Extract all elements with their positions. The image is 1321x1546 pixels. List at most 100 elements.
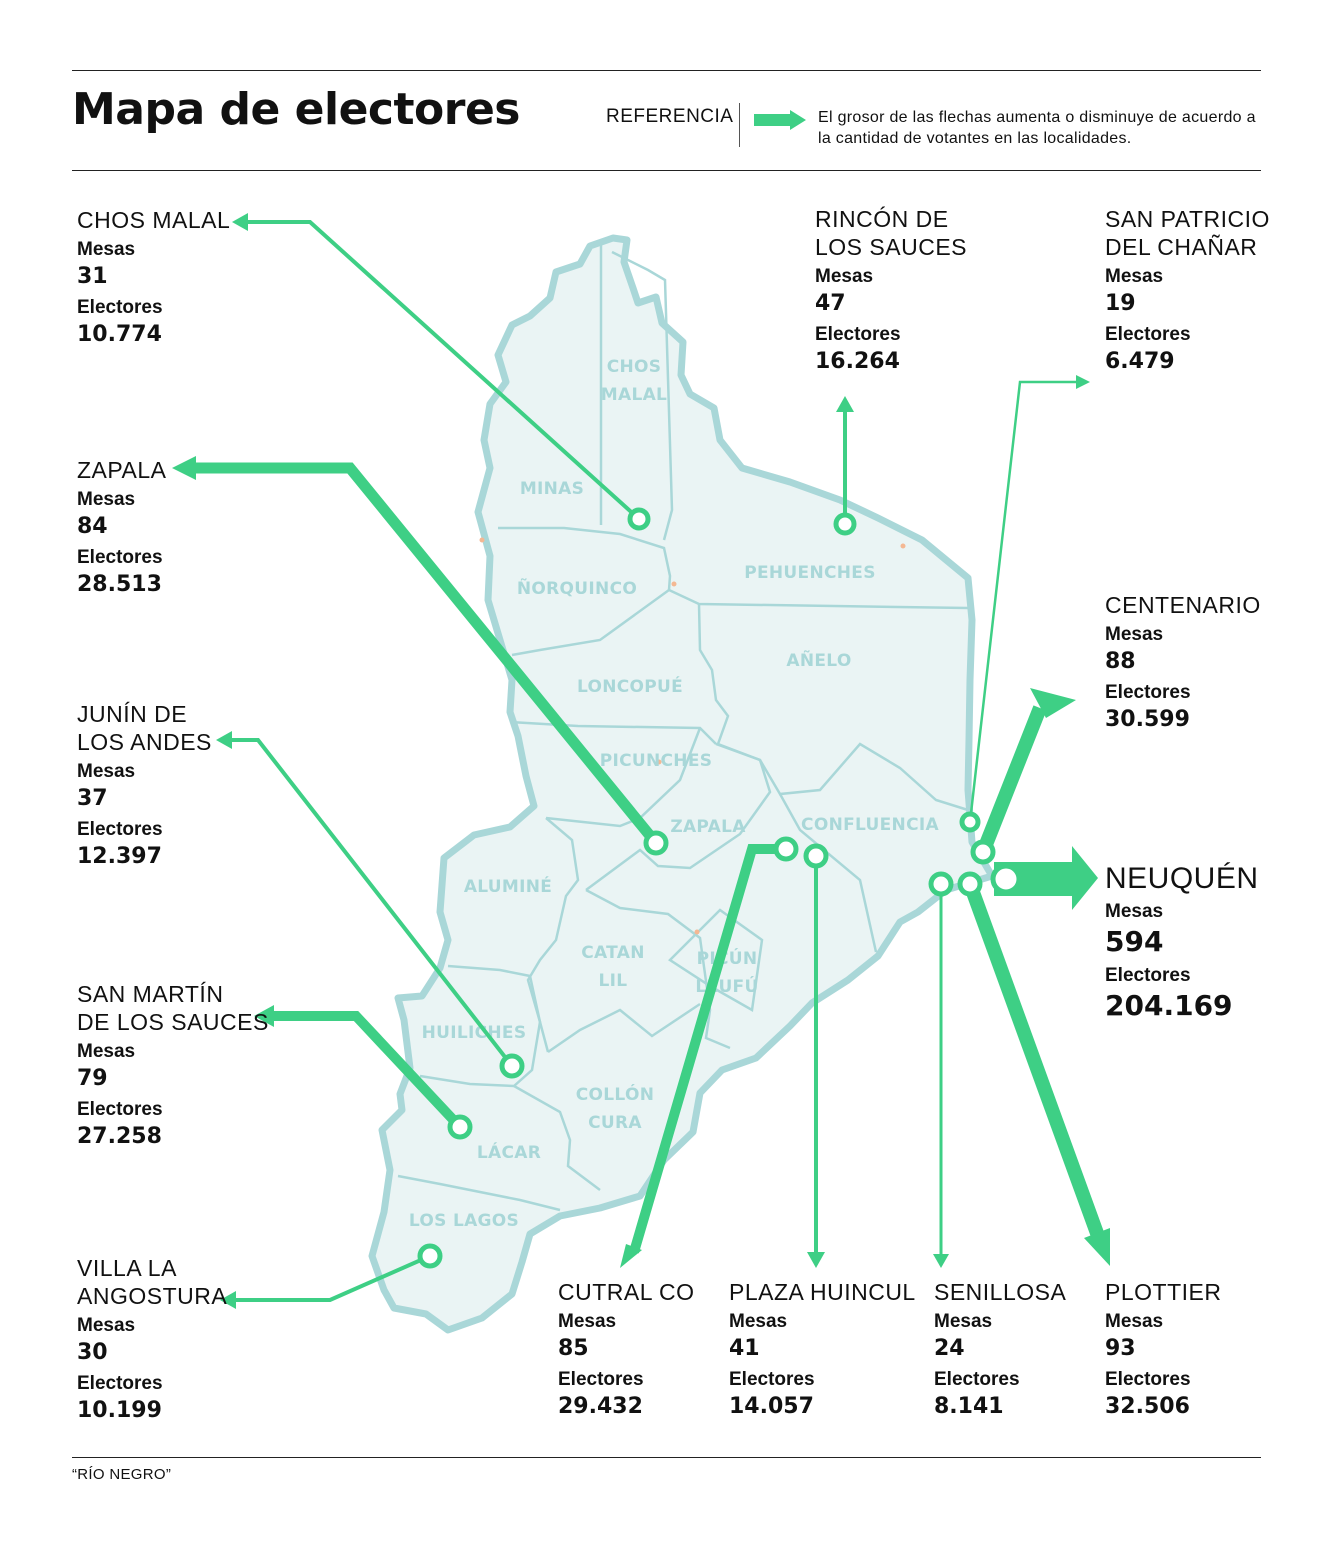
town-dots	[479, 537, 906, 935]
marker-villa-la-angostura	[417, 1243, 443, 1269]
locality-name: PLOTTIER	[1105, 1279, 1222, 1305]
marker-san-martin	[447, 1114, 473, 1140]
mesas-label: Mesas	[934, 1311, 993, 1332]
info-senillosa: SENILLOSA Mesas 24 Electores 8.141	[934, 1278, 1066, 1422]
mesas-value: 93	[1105, 1336, 1136, 1361]
mesas-label: Mesas	[77, 489, 136, 510]
mesas-label: Mesas	[77, 1315, 136, 1336]
dept-label-zapala: ZAPALA	[670, 817, 746, 837]
dept-label-word: LIL	[599, 971, 628, 991]
locality-name: PLAZA HUINCUL	[729, 1279, 916, 1305]
electores-value: 6.479	[1105, 349, 1175, 374]
dept-label-lacar: LÁCAR	[477, 1141, 541, 1163]
arrowhead-san-martin	[254, 1005, 274, 1027]
mesas-value: 37	[77, 786, 108, 811]
marker-senillosa	[928, 871, 954, 897]
electores-value: 27.258	[77, 1124, 162, 1149]
dept-label-collon-cura: COLLÓN CURA	[576, 1083, 654, 1133]
electores-value: 10.199	[77, 1398, 162, 1423]
locality-name-line2: DEL CHAÑAR	[1105, 234, 1258, 260]
info-san-martin: SAN MARTÍN DE LOS SAUCES Mesas 79 Electo…	[77, 980, 269, 1152]
marker-plottier	[957, 871, 983, 897]
arrowhead-junin	[216, 731, 232, 749]
info-chos-malal: CHOS MALAL Mesas 31 Electores 10.774	[77, 206, 230, 350]
arrow-villa-la-angostura	[236, 1254, 431, 1302]
info-cutral-co: CUTRAL CO Mesas 85 Electores 29.432	[558, 1278, 695, 1422]
electores-label: Electores	[934, 1369, 1020, 1390]
info-neuquen: NEUQUÉN Mesas 594 Electores 204.169	[1105, 862, 1259, 1024]
locality-name-line1: SAN MARTÍN	[77, 981, 224, 1007]
info-centenario: CENTENARIO Mesas 88 Electores 30.599	[1105, 591, 1261, 735]
page-title: Mapa de electores	[72, 84, 520, 135]
dept-label-norquinco: ÑORQUINCO	[517, 576, 637, 599]
electores-label: Electores	[558, 1369, 644, 1390]
marker-junin	[499, 1053, 525, 1079]
dept-label-pehuenches: PEHUENCHES	[744, 563, 876, 583]
dept-label-alumine: ALUMINÉ	[464, 875, 552, 897]
mesas-label: Mesas	[815, 266, 874, 287]
mesas-value: 24	[934, 1336, 965, 1361]
electores-label: Electores	[77, 547, 163, 568]
arrowhead-chos-malal	[232, 213, 248, 231]
electores-label: Electores	[77, 819, 163, 840]
mesas-label: Mesas	[77, 1041, 136, 1062]
info-villa-la-angostura: VILLA LA ANGOSTURA Mesas 30 Electores 10…	[77, 1254, 227, 1426]
marker-centenario	[970, 839, 996, 865]
mesas-value: 41	[729, 1336, 760, 1361]
arrowhead-centenario	[1030, 688, 1076, 718]
mesas-label: Mesas	[1105, 624, 1164, 645]
mesas-label: Mesas	[1105, 266, 1164, 287]
marker-cutral-co	[773, 836, 799, 862]
electores-value: 28.513	[77, 572, 162, 597]
locality-name-line2: DE LOS SAUCES	[77, 1009, 269, 1035]
dept-label-word: COLLÓN	[576, 1083, 654, 1105]
info-san-patricio: SAN PATRICIO DEL CHAÑAR Mesas 19 Elector…	[1105, 205, 1270, 377]
mesas-value: 47	[815, 291, 846, 316]
mesas-label: Mesas	[77, 761, 136, 782]
dept-label-word: MALAL	[601, 385, 667, 405]
locality-name-line2: ANGOSTURA	[77, 1283, 228, 1309]
electores-label: Electores	[77, 1373, 163, 1394]
dept-label-anelo: AÑELO	[786, 648, 851, 671]
dept-label-catan-lil: CATAN LIL	[581, 943, 644, 991]
arrow-zapala	[192, 462, 661, 847]
electores-value: 204.169	[1105, 989, 1233, 1022]
arrow-neuquen	[994, 846, 1098, 910]
top-rule	[72, 70, 1261, 71]
dept-label-word: CHOS	[607, 357, 662, 377]
mesas-value: 79	[77, 1066, 108, 1091]
mesas-label: Mesas	[1105, 1311, 1164, 1332]
legend-text: El grosor de las flechas aumenta o dismi…	[818, 109, 1256, 147]
electores-value: 29.432	[558, 1394, 643, 1419]
arrowhead-san-patricio	[1076, 375, 1090, 389]
locality-name: SENILLOSA	[934, 1279, 1067, 1305]
electores-label: Electores	[729, 1369, 815, 1390]
legend-arrow-icon	[754, 110, 806, 130]
electores-value: 8.141	[934, 1394, 1004, 1419]
arrowhead-villa-la-angostura	[220, 1291, 236, 1309]
marker-neuquen	[990, 863, 1022, 895]
dept-label-chos-malal-1: CHOS MALAL	[601, 357, 667, 405]
legend-label: REFERENCIA	[606, 106, 734, 127]
mesas-label: Mesas	[558, 1311, 617, 1332]
electores-label: Electores	[77, 297, 163, 318]
mesas-value: 84	[77, 514, 108, 539]
mesas-value: 19	[1105, 291, 1136, 316]
arrows	[172, 213, 1110, 1309]
mesas-label: Mesas	[1105, 901, 1164, 922]
arrow-san-martin	[270, 1011, 464, 1131]
electores-label: Electores	[1105, 965, 1191, 986]
locality-name-line2: LOS SAUCES	[815, 234, 967, 260]
locality-name: CENTENARIO	[1105, 592, 1261, 618]
info-junin: JUNÍN DE LOS ANDES Mesas 37 Electores 12…	[77, 700, 212, 872]
arrow-centenario	[976, 705, 1047, 855]
electores-value: 30.599	[1105, 707, 1190, 732]
dept-label-picunches: PICUNCHES	[600, 751, 713, 771]
electores-label: Electores	[1105, 1369, 1191, 1390]
locality-name: NEUQUÉN	[1105, 862, 1259, 895]
electores-value: 12.397	[77, 844, 162, 869]
dept-label-word: CATAN	[581, 943, 644, 963]
info-plaza-huincul: PLAZA HUINCUL Mesas 41 Electores 14.057	[729, 1278, 916, 1422]
locality-name-line1: SAN PATRICIO	[1105, 206, 1270, 232]
